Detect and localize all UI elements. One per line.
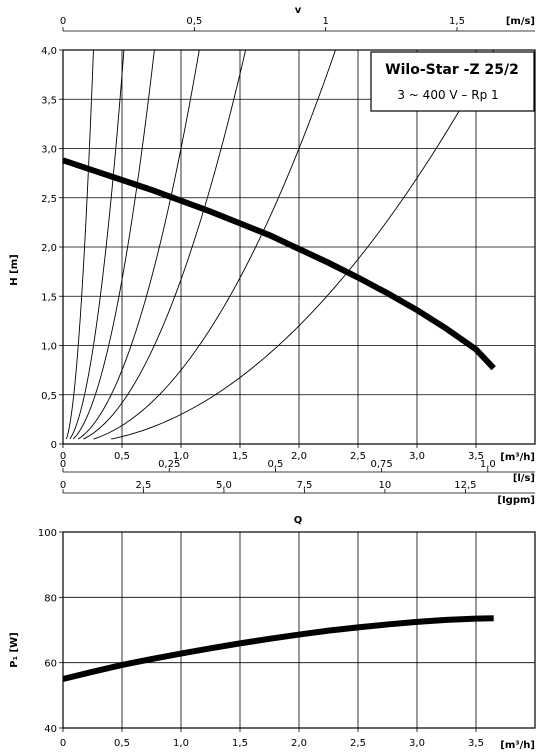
y-tick-label: 2,0 [41, 243, 57, 254]
x-tick-label: 3,5 [468, 451, 484, 462]
x-tick-label: 2,0 [291, 451, 307, 462]
x-tick-label: 0,5 [114, 738, 130, 749]
system-curve [93, 49, 336, 440]
y-tick-label: 60 [44, 659, 57, 670]
y-axis-label-power: P₁ [W] [9, 632, 20, 667]
bottom-x-axis-unit: [m³/h] [500, 740, 535, 751]
secondary-axis-tick-label: 0 [60, 459, 66, 470]
velocity-tick-label: 0 [60, 16, 66, 27]
secondary-axis-tick-label: 10 [379, 480, 392, 491]
velocity-tick-label: 1,5 [449, 16, 465, 27]
secondary-axis-tick-label: 12,5 [454, 480, 476, 491]
x-tick-label: 3,0 [409, 738, 425, 749]
secondary-axis-tick-label: 5,0 [216, 480, 232, 491]
x-tick-label: 1,0 [173, 451, 189, 462]
x-axis-unit: [m³/h] [500, 452, 535, 463]
y-tick-label: 2,5 [41, 194, 57, 205]
secondary-axis-tick-label: 0 [60, 480, 66, 491]
power-curve [62, 615, 494, 682]
pump-head-curve [62, 157, 496, 371]
ls-axis-unit: [l/s] [513, 473, 535, 484]
system-curve [77, 49, 200, 440]
legend-box: Wilo-Star -Z 25/2 3 ~ 400 V – Rp 1 [370, 51, 535, 112]
x-tick-label: 1,5 [232, 738, 248, 749]
system-curve [72, 49, 155, 440]
y-tick-label: 40 [44, 724, 57, 735]
chart-title: Wilo-Star -Z 25/2 [385, 62, 519, 78]
x-tick-label: 0,5 [114, 451, 130, 462]
y-tick-label: 3,0 [41, 145, 57, 156]
head-plot-frame [62, 49, 536, 445]
system-curve [65, 49, 94, 440]
y-tick-label: 0 [51, 440, 57, 451]
x-tick-label: 3,5 [468, 738, 484, 749]
velocity-tick-label: 1 [322, 16, 328, 27]
x-tick-label: 2,5 [350, 451, 366, 462]
y-tick-label: 3,5 [41, 95, 57, 106]
secondary-axis-tick-label: 7,5 [296, 480, 312, 491]
x-tick-label: 2,5 [350, 738, 366, 749]
x-tick-label: 0 [60, 451, 66, 462]
y-tick-label: 80 [44, 593, 57, 604]
secondary-axis-tick-label: 1,0 [480, 459, 496, 470]
y-tick-label: 0,5 [41, 391, 57, 402]
power-plot: 0 0,5 1,0 1,5 2,0 2,5 3,0 3,5 40 60 80 100 [38, 528, 536, 749]
head-plot: 0 0,5 1,0 1,5 2,0 2,5 3,0 3,5 0 0,5 1,0 1,5 2,0 2,5 3,… [41, 16, 536, 494]
secondary-axis-tick-label: 0,5 [267, 459, 283, 470]
secondary-axis-tick-label: 0,75 [370, 459, 392, 470]
system-curve [69, 49, 125, 440]
y-tick-label: 100 [38, 528, 57, 539]
system-curve [83, 49, 247, 440]
q-label: Q [294, 515, 303, 526]
chart-subtitle: 3 ~ 400 V – Rp 1 [397, 88, 498, 102]
top-axis-label: v [295, 5, 302, 16]
power-plot-frame [62, 531, 536, 729]
igpm-axis-unit: [Igpm] [497, 495, 535, 506]
x-tick-label: 0 [60, 738, 66, 749]
x-tick-label: 1,5 [232, 451, 248, 462]
y-axis-label-head: H [m] [9, 254, 20, 285]
secondary-axis-tick-label: 2,5 [136, 480, 152, 491]
velocity-tick-label: 0,5 [186, 16, 202, 27]
y-tick-label: 4,0 [41, 46, 57, 57]
system-curve [111, 49, 495, 440]
y-tick-label: 1,0 [41, 342, 57, 353]
x-tick-label: 3,0 [409, 451, 425, 462]
y-tick-label: 1,5 [41, 292, 57, 303]
secondary-axis-tick-label: 0,25 [158, 459, 180, 470]
x-tick-label: 2,0 [291, 738, 307, 749]
top-axis-unit: [m/s] [506, 16, 535, 27]
x-tick-label: 1,0 [173, 738, 189, 749]
